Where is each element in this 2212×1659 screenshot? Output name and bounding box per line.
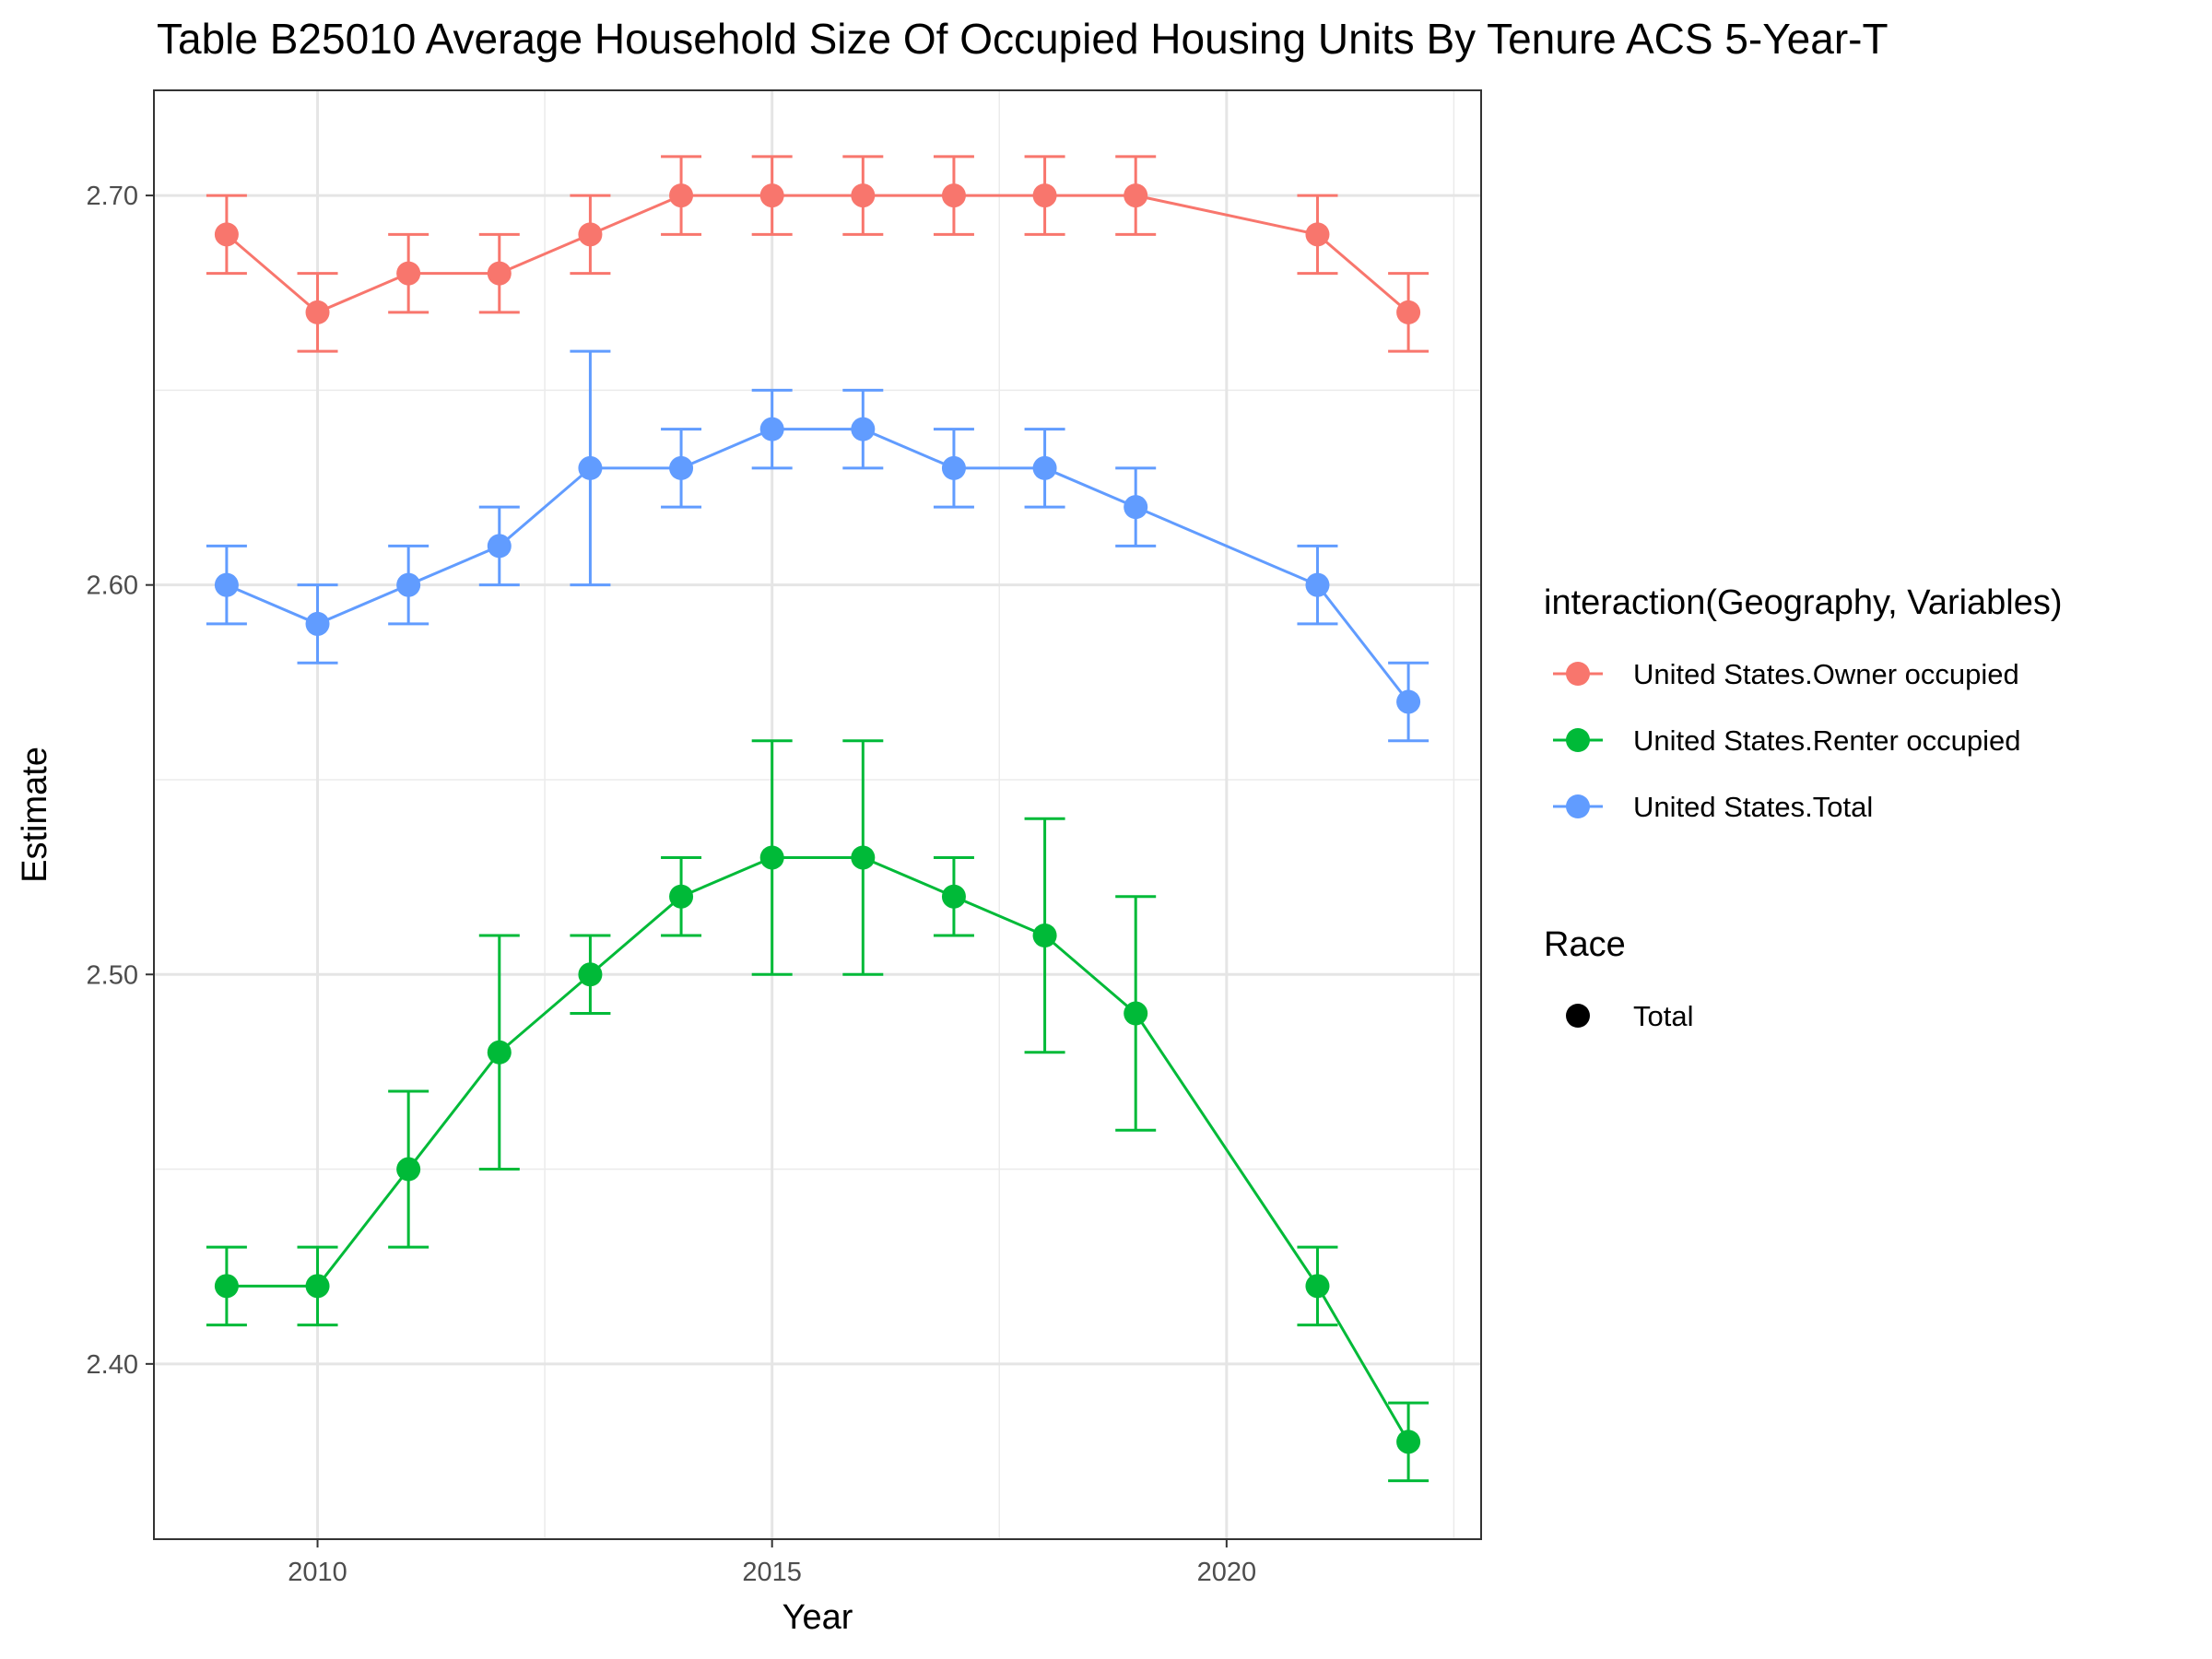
data-point: [941, 183, 966, 208]
data-point: [851, 183, 876, 208]
data-point: [1032, 924, 1057, 947]
plot-panel-border: [153, 89, 1482, 1540]
data-point: [1032, 183, 1057, 208]
y-axis-title: Estimate: [16, 747, 54, 883]
data-point: [759, 183, 784, 208]
plot-panel-background: [154, 90, 1481, 1539]
plot-series: [206, 155, 1430, 1483]
data-point: [487, 534, 512, 559]
series-1: [206, 739, 1430, 1483]
data-point: [1305, 1274, 1330, 1299]
data-point: [851, 417, 876, 441]
series-0: [206, 155, 1430, 353]
x-axis-title: Year: [782, 1598, 853, 1637]
legend-label: United States.Renter occupied: [1633, 724, 2020, 757]
data-point: [1396, 1430, 1421, 1454]
data-point: [1305, 572, 1330, 597]
plot-grid: [154, 90, 1481, 1539]
y-tick-label: 2.40: [87, 1350, 138, 1380]
data-point: [214, 1274, 239, 1299]
series-2: [206, 349, 1430, 743]
data-point: [669, 183, 694, 208]
axis-ticks: 2010 2015 2020 2.40 2.50 2.60 2.70: [87, 182, 1257, 1587]
data-point: [1396, 300, 1421, 324]
legend-key-point: [1566, 794, 1590, 818]
legend-shape-label: Total: [1633, 1000, 1693, 1032]
legend-label: United States.Total: [1633, 791, 1873, 823]
data-point: [214, 222, 239, 247]
legend-color-entries: United States.Owner occupied United State…: [1553, 658, 2020, 823]
data-point: [396, 1157, 421, 1182]
data-point: [396, 261, 421, 286]
data-point: [487, 261, 512, 286]
x-tick-label: 2015: [742, 1558, 802, 1587]
legend-shape-key: [1566, 1004, 1590, 1028]
legend-key-point: [1566, 728, 1590, 752]
chart-title: Table B25010 Average Household Size Of O…: [157, 15, 1888, 63]
data-point: [759, 845, 784, 870]
data-point: [305, 300, 330, 324]
data-point: [1124, 495, 1148, 520]
legend-label: United States.Owner occupied: [1633, 658, 2019, 690]
y-tick-label: 2.70: [87, 182, 138, 211]
data-point: [669, 455, 694, 480]
y-tick-label: 2.50: [87, 960, 138, 990]
x-tick-label: 2010: [288, 1558, 347, 1587]
data-point: [1305, 222, 1330, 247]
legend-color-title: interaction(Geography, Variables): [1544, 583, 2063, 622]
legend-key-point: [1566, 662, 1590, 686]
legend-shape-title: Race: [1544, 925, 1626, 964]
data-point: [1124, 1001, 1148, 1026]
data-point: [851, 845, 876, 870]
data-point: [214, 572, 239, 597]
data-point: [669, 884, 694, 909]
data-point: [396, 572, 421, 597]
y-tick-label: 2.60: [87, 571, 138, 601]
x-tick-label: 2020: [1197, 1558, 1257, 1587]
data-point: [578, 222, 603, 247]
data-point: [1124, 183, 1148, 208]
data-point: [1396, 689, 1421, 714]
data-point: [941, 455, 966, 480]
data-point: [578, 455, 603, 480]
data-point: [487, 1040, 512, 1065]
data-point: [305, 611, 330, 636]
data-point: [305, 1274, 330, 1299]
data-point: [1032, 455, 1057, 480]
data-point: [578, 962, 603, 987]
data-point: [759, 417, 784, 441]
data-point: [941, 884, 966, 909]
legend: interaction(Geography, Variables) United…: [1544, 583, 2063, 1032]
